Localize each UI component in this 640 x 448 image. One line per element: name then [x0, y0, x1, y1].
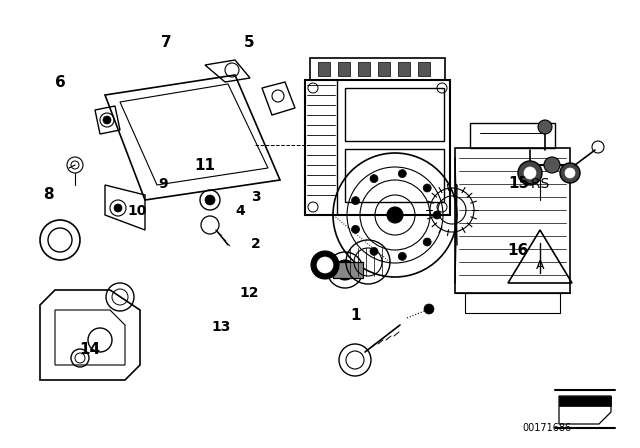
- Circle shape: [370, 175, 378, 183]
- Text: 8: 8: [43, 187, 53, 202]
- Text: 12: 12: [240, 286, 259, 301]
- Circle shape: [351, 225, 360, 233]
- Circle shape: [335, 260, 355, 280]
- Bar: [378, 62, 390, 76]
- Text: 2: 2: [251, 237, 261, 251]
- Circle shape: [387, 207, 403, 223]
- Circle shape: [398, 170, 406, 178]
- Text: 5: 5: [244, 35, 255, 50]
- Circle shape: [424, 304, 434, 314]
- Circle shape: [351, 197, 360, 205]
- Circle shape: [317, 257, 333, 273]
- Text: 13: 13: [211, 320, 230, 334]
- Text: 16: 16: [508, 243, 529, 258]
- Text: -RS: -RS: [526, 177, 549, 191]
- Bar: [418, 62, 430, 76]
- Bar: [345, 88, 444, 141]
- Text: 15: 15: [508, 176, 529, 191]
- Text: A: A: [536, 258, 544, 271]
- Circle shape: [103, 116, 111, 124]
- Text: 1: 1: [350, 308, 360, 323]
- Bar: [345, 149, 444, 202]
- Circle shape: [524, 167, 536, 179]
- Bar: [455, 148, 570, 293]
- Bar: [333, 262, 363, 278]
- Circle shape: [423, 238, 431, 246]
- Circle shape: [560, 163, 580, 183]
- Circle shape: [423, 184, 431, 192]
- Bar: [318, 62, 330, 76]
- Bar: [338, 62, 350, 76]
- Text: 00171686: 00171686: [523, 423, 572, 433]
- Text: 9: 9: [158, 177, 168, 191]
- Text: 10: 10: [128, 203, 147, 218]
- Bar: [305, 80, 450, 215]
- Text: 4: 4: [235, 203, 245, 218]
- Circle shape: [114, 204, 122, 212]
- Text: 14: 14: [79, 342, 100, 357]
- Bar: [398, 62, 410, 76]
- Text: 11: 11: [195, 158, 215, 173]
- Circle shape: [398, 252, 406, 260]
- Bar: [310, 58, 445, 80]
- Bar: [358, 62, 370, 76]
- Circle shape: [205, 195, 215, 205]
- Text: 6: 6: [56, 75, 66, 90]
- Circle shape: [538, 120, 552, 134]
- Circle shape: [565, 168, 575, 178]
- Circle shape: [433, 211, 441, 219]
- Text: 7: 7: [161, 35, 172, 50]
- Circle shape: [518, 161, 542, 185]
- Circle shape: [544, 157, 560, 173]
- Circle shape: [311, 251, 339, 279]
- Circle shape: [370, 247, 378, 255]
- Text: 3: 3: [251, 190, 261, 204]
- Bar: [333, 262, 363, 278]
- Polygon shape: [559, 396, 611, 406]
